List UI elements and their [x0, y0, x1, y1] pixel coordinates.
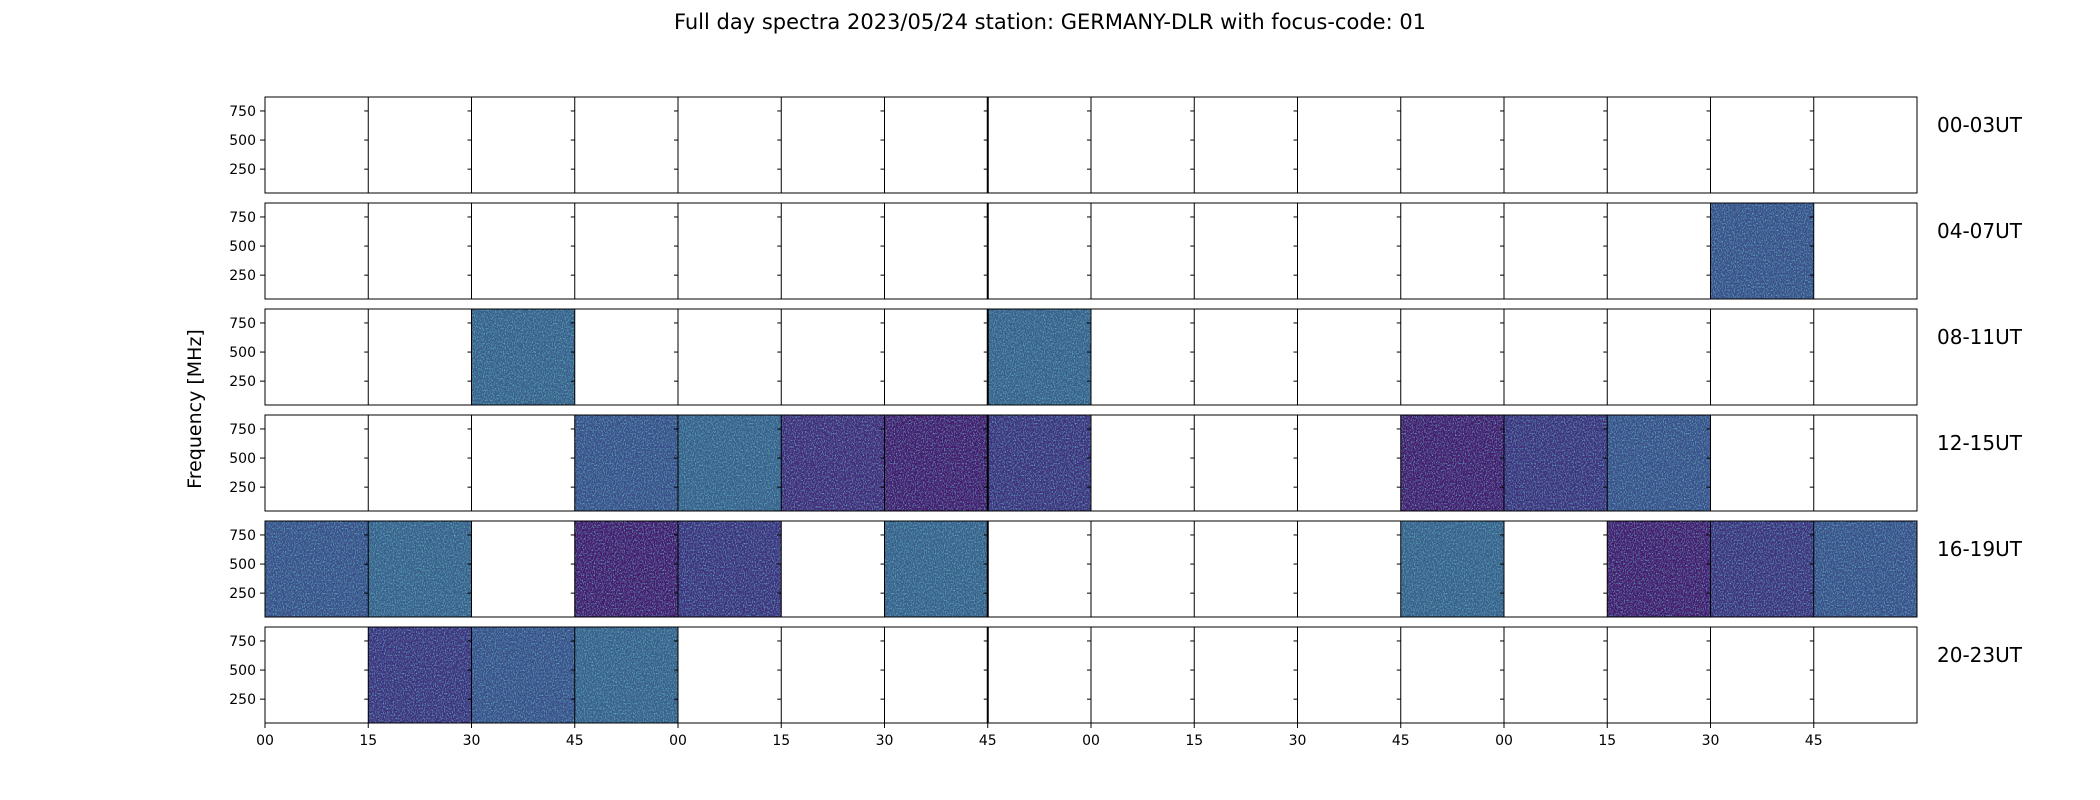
spectrum-noise: [1607, 415, 1711, 511]
y-tick-label: 750: [229, 634, 256, 650]
row-label: 04-07UT: [1937, 219, 2023, 243]
spectra-row-00-03UT: 750 500 250 00-03UT: [229, 96, 2023, 194]
x-axis: 00 15 30 45 00 15 30 45 00 15 30 45 00 15 30 45: [256, 723, 1823, 749]
spectrum-noise: [1813, 521, 1917, 617]
spectrum-noise: [1710, 203, 1814, 299]
spectrum-cell: [471, 309, 575, 405]
spectrum-cell: [987, 415, 1091, 511]
x-tick-label: 45: [1392, 733, 1410, 749]
y-tick-label: 750: [229, 316, 256, 332]
spectrum-noise: [1400, 415, 1504, 511]
y-tick-label: 750: [229, 210, 256, 226]
spectrum-cell: [1813, 521, 1917, 617]
y-tick-label: 750: [229, 422, 256, 438]
spectrum-noise: [1607, 521, 1711, 617]
spectra-row-08-11UT: 750 500 250 08-11UT: [229, 308, 2023, 406]
y-tick-label: 250: [229, 480, 256, 496]
spectrum-noise: [1400, 521, 1504, 617]
spectrum-noise: [884, 521, 988, 617]
x-tick-label: 30: [1702, 733, 1720, 749]
y-tick-label: 750: [229, 528, 256, 544]
spectrum-cell: [471, 627, 575, 723]
spectrum-noise: [574, 521, 678, 617]
spectrum-noise: [987, 309, 1091, 405]
spectrum-cell: [1400, 521, 1504, 617]
x-tick-label: 15: [772, 733, 790, 749]
x-tick-label: 45: [979, 733, 997, 749]
y-tick-label: 500: [229, 451, 256, 467]
spectrum-cell: [884, 521, 988, 617]
y-tick-label: 500: [229, 133, 256, 149]
spectrum-cell: [368, 627, 472, 723]
spectrum-noise: [781, 415, 885, 511]
x-tick-label: 30: [876, 733, 894, 749]
x-tick-label: 00: [669, 733, 687, 749]
spectrum-noise: [1710, 521, 1814, 617]
spectrum-noise: [471, 627, 575, 723]
x-tick-label: 15: [1185, 733, 1203, 749]
spectra-row-16-19UT: 750 500 250 16-19UT: [229, 520, 2023, 618]
row-label: 16-19UT: [1937, 537, 2023, 561]
spectrum-cell: [574, 415, 678, 511]
spectrum-cell: [1504, 415, 1608, 511]
spectrum-cell: [1710, 521, 1814, 617]
spectrum-cell: [1607, 521, 1711, 617]
row-label: 08-11UT: [1937, 325, 2023, 349]
x-tick-label: 30: [1289, 733, 1307, 749]
x-tick-label: 00: [1082, 733, 1100, 749]
row-label: 12-15UT: [1937, 431, 2023, 455]
spectrum-noise: [574, 415, 678, 511]
spectra-row-04-07UT: 750 500 250 04-07UT: [229, 202, 2023, 300]
x-tick-label: 15: [1598, 733, 1616, 749]
y-tick-label: 750: [229, 104, 256, 120]
y-tick-label: 250: [229, 162, 256, 178]
y-tick-label: 500: [229, 345, 256, 361]
spectra-row-20-23UT: 750 500 250 20-23UT: [229, 626, 2023, 724]
y-tick-label: 250: [229, 586, 256, 602]
y-tick-label: 500: [229, 557, 256, 573]
spectrum-noise: [884, 415, 988, 511]
spectrum-noise: [678, 415, 782, 511]
spectrum-cell: [1607, 415, 1711, 511]
x-tick-label: 30: [463, 733, 481, 749]
spectrum-cell: [1400, 415, 1504, 511]
spectrum-noise: [368, 627, 472, 723]
y-tick-label: 500: [229, 663, 256, 679]
spectrum-cell: [678, 415, 782, 511]
x-tick-label: 45: [1805, 733, 1823, 749]
row-label: 00-03UT: [1937, 113, 2023, 137]
spectrum-noise: [368, 521, 472, 617]
spectrum-cell: [987, 309, 1091, 405]
spectra-row-12-15UT: 750 500 250 12-15UT: [229, 414, 2023, 512]
x-tick-label: 15: [359, 733, 377, 749]
y-tick-label: 250: [229, 374, 256, 390]
spectrum-cell: [574, 627, 678, 723]
spectrum-cell: [574, 521, 678, 617]
chart-title: Full day spectra 2023/05/24 station: GER…: [673, 10, 1427, 34]
spectrum-cell: [884, 415, 988, 511]
x-tick-label: 45: [566, 733, 584, 749]
spectrum-cell: [265, 521, 369, 617]
y-tick-label: 500: [229, 239, 256, 255]
spectrum-noise: [265, 521, 369, 617]
x-tick-label: 00: [256, 733, 274, 749]
spectrum-cell: [678, 521, 782, 617]
spectrum-cell: [781, 415, 885, 511]
row-label: 20-23UT: [1937, 643, 2023, 667]
spectrum-noise: [987, 415, 1091, 511]
spectrum-noise: [678, 521, 782, 617]
y-tick-label: 250: [229, 692, 256, 708]
spectrum-cell: [368, 521, 472, 617]
spectrum-noise: [1504, 415, 1608, 511]
spectrum-noise: [471, 309, 575, 405]
x-tick-label: 00: [1495, 733, 1513, 749]
y-tick-label: 250: [229, 268, 256, 284]
spectrum-noise: [574, 627, 678, 723]
spectrum-cell: [1710, 203, 1814, 299]
